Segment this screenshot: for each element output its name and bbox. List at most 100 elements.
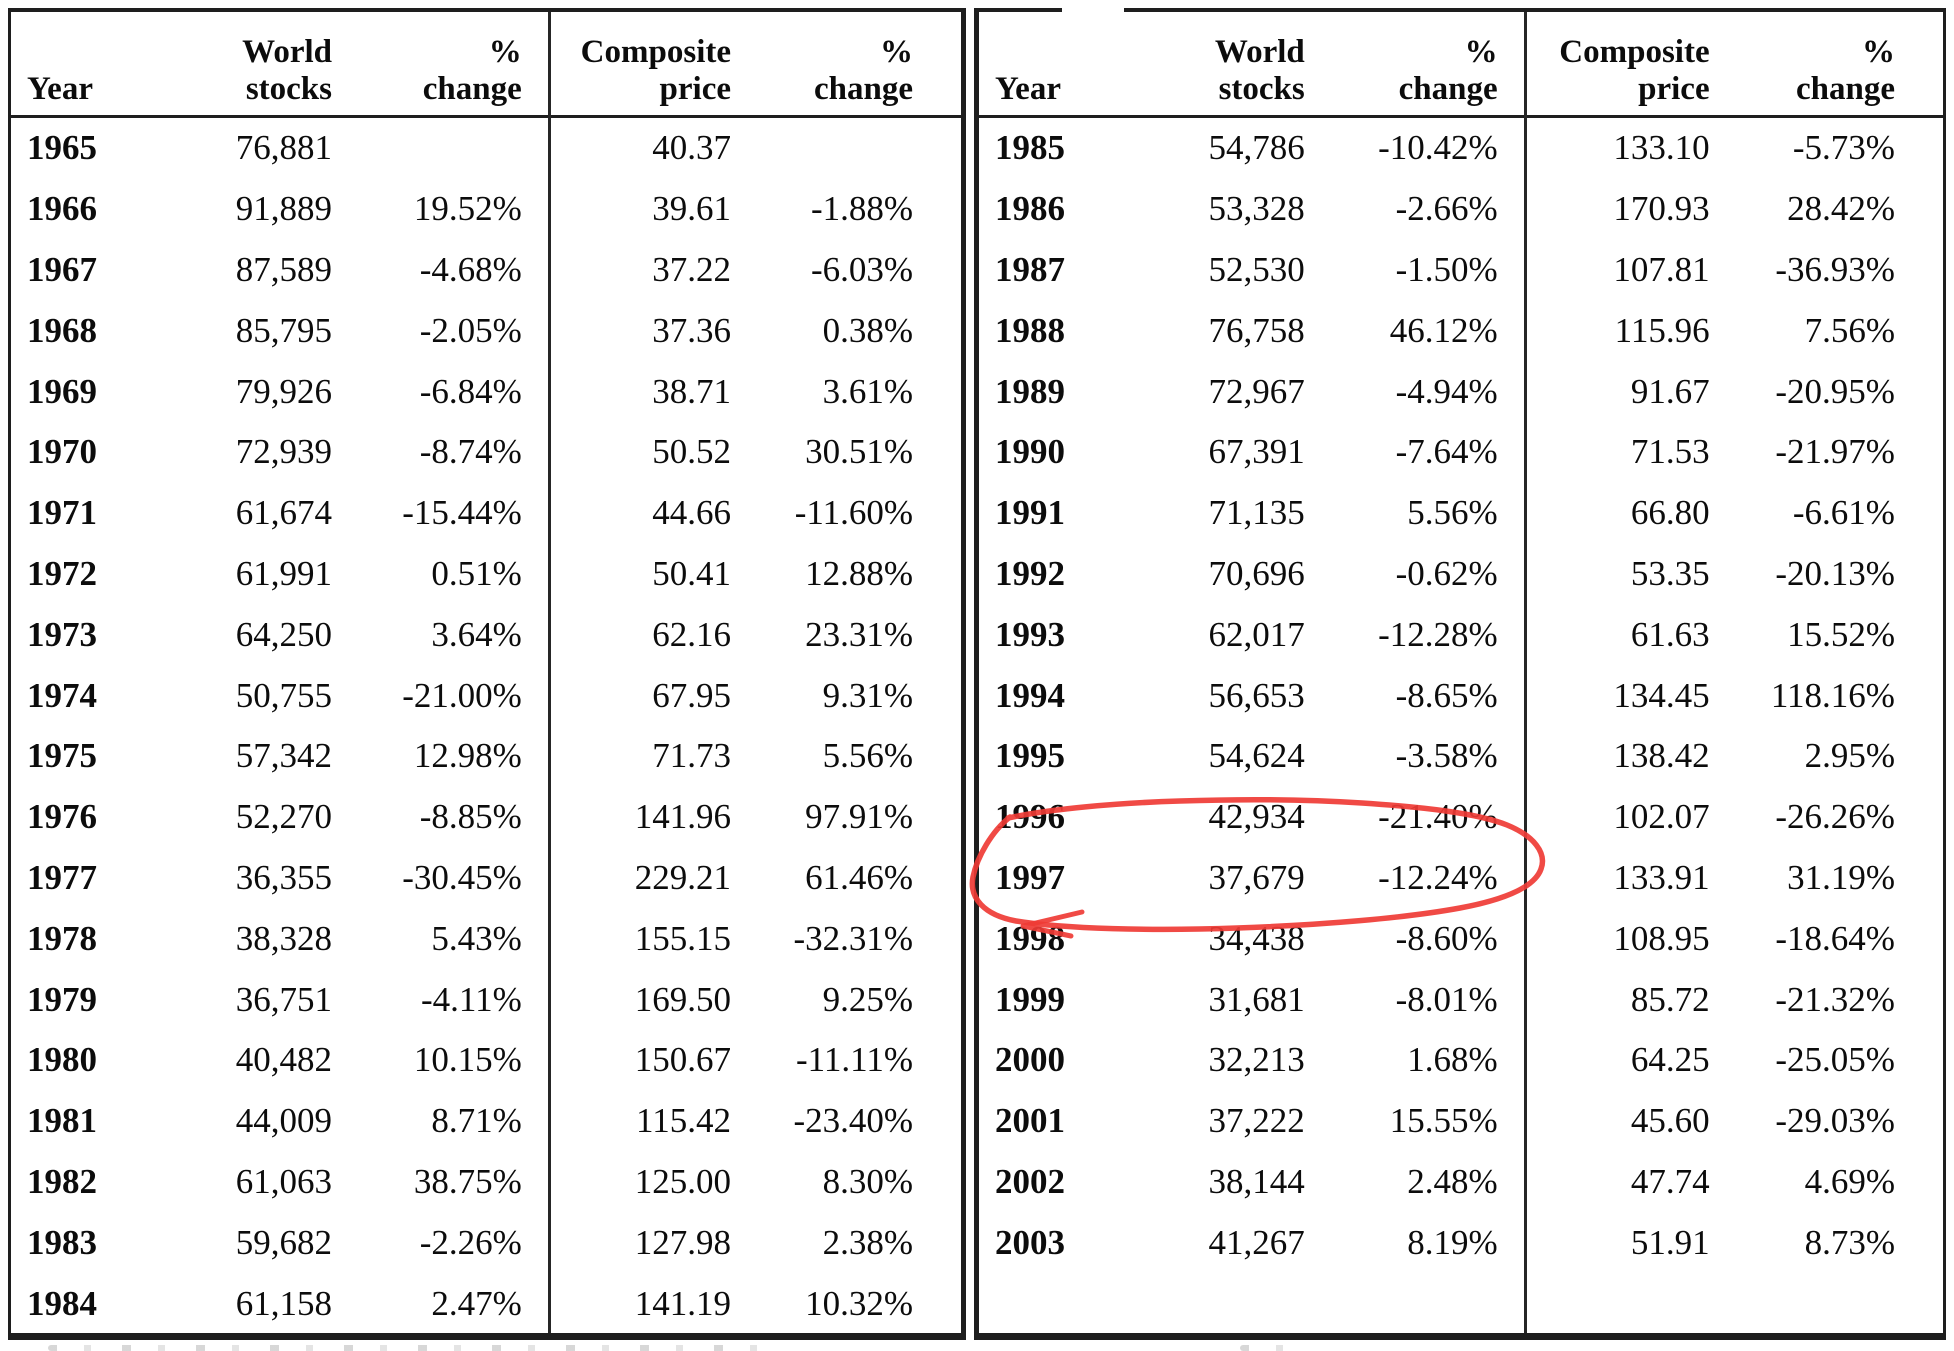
composite-pct-change-cell: -6.03% (810, 249, 913, 289)
composite-pct-change-cell: 97.91% (805, 797, 913, 837)
table-row: 1985 54,786 -10.42% 133.10 -5.73% (979, 118, 1943, 179)
composite-price-cell: 133.10 (1613, 128, 1710, 168)
right-table-body: 1985 54,786 -10.42% 133.10 -5.73% 1986 53,328 -… (979, 118, 1943, 1333)
pct-change-cell: -2.66% (1395, 189, 1498, 229)
table-row: 1977 36,355 -30.45% 229.21 61.46% (11, 848, 961, 909)
world-stocks-cell: 31,681 (1208, 979, 1305, 1019)
year-cell: 2002 (995, 1161, 1065, 1201)
composite-price-cell: 47.74 (1630, 1161, 1710, 1201)
year-cell: 1965 (27, 128, 97, 168)
composite-price-cell: 67.95 (652, 675, 731, 715)
world-stocks-cell: 79,926 (235, 371, 332, 411)
composite-price-cell: 170.93 (1613, 189, 1710, 229)
pct-change-cell: 5.43% (431, 918, 522, 958)
composite-price-cell: 45.60 (1630, 1101, 1710, 1141)
table-row: 1993 62,017 -12.28% 61.63 15.52% (979, 604, 1943, 665)
year-cell: 1967 (27, 249, 97, 289)
year-cell: 1998 (995, 918, 1065, 958)
pct-change-cell: 2.48% (1407, 1161, 1498, 1201)
composite-price-cell: 125.00 (634, 1161, 731, 1201)
world-stocks-cell: 53,328 (1208, 189, 1305, 229)
year-cell: 1976 (27, 797, 97, 837)
pct-change-cell: -4.68% (419, 249, 522, 289)
pct-change-cell: -8.85% (419, 797, 522, 837)
world-stocks-cell: 85,795 (235, 310, 332, 350)
pct-change-cell: -12.28% (1378, 614, 1498, 654)
table-row: 1965 76,881 40.37 (11, 118, 961, 179)
table-row: 1969 79,926 -6.84% 38.71 3.61% (11, 361, 961, 422)
world-stocks-cell: 37,679 (1208, 857, 1305, 897)
pct-change-cell: -12.24% (1378, 857, 1498, 897)
year-cell: 2003 (995, 1222, 1065, 1262)
world-stocks-cell: 56,653 (1208, 675, 1305, 715)
table-row: 1988 76,758 46.12% 115.96 7.56% (979, 300, 1943, 361)
world-stocks-header: World stocks (242, 34, 332, 108)
year-cell: 1971 (27, 493, 97, 533)
table-row: 1992 70,696 -0.62% 53.35 -20.13% (979, 544, 1943, 605)
world-stocks-cell: 76,758 (1208, 310, 1305, 350)
composite-price-header: Composite price (580, 34, 731, 108)
year-cell: 1980 (27, 1040, 97, 1080)
world-stocks-cell: 62,017 (1208, 614, 1305, 654)
world-stocks-cell: 67,391 (1208, 432, 1305, 472)
pct-change-cell: -4.94% (1395, 371, 1498, 411)
pct-change-cell: -10.42% (1378, 128, 1498, 168)
pct-change-cell: 8.19% (1407, 1222, 1498, 1262)
composite-pct-change-cell: 0.38% (822, 310, 913, 350)
composite-pct-change-cell: 61.46% (805, 857, 913, 897)
pct-change-cell: 1.68% (1407, 1040, 1498, 1080)
composite-price-cell: 62.16 (652, 614, 731, 654)
composite-price-cell: 141.19 (634, 1283, 731, 1323)
pct-change-cell: -2.26% (419, 1222, 522, 1262)
composite-price-cell: 138.42 (1613, 736, 1710, 776)
table-row: 1970 72,939 -8.74% 50.52 30.51% (11, 422, 961, 483)
column-divider-line (547, 12, 551, 1333)
composite-price-cell: 71.73 (652, 736, 731, 776)
pct-change-cell: -15.44% (402, 493, 522, 533)
composite-pct-change-cell: -1.88% (810, 189, 913, 229)
composite-pct-change-cell: -20.13% (1775, 553, 1895, 593)
table-row: 2001 37,222 15.55% 45.60 -29.03% (979, 1091, 1943, 1152)
composite-pct-change-cell: -11.60% (794, 493, 913, 533)
composite-price-cell: 50.41 (652, 553, 731, 593)
composite-pct-change-cell: 8.73% (1804, 1222, 1895, 1262)
year-cell: 1988 (995, 310, 1065, 350)
header-separator-line (979, 115, 1943, 118)
right-table-header-row: Year World stocks % change Composite price % cha… (979, 12, 1943, 115)
composite-pct-change-cell: -21.97% (1775, 432, 1895, 472)
pct-change-cell: 8.71% (431, 1101, 522, 1141)
year-cell: 1974 (27, 675, 97, 715)
world-stocks-cell: 37,222 (1208, 1101, 1305, 1141)
year-header: Year (27, 71, 93, 108)
world-stocks-cell: 71,135 (1208, 493, 1305, 533)
table-row: 1999 31,681 -8.01% 85.72 -21.32% (979, 969, 1943, 1030)
composite-price-cell: 133.91 (1613, 857, 1710, 897)
world-stocks-cell: 64,250 (235, 614, 332, 654)
composite-price-cell: 71.53 (1630, 432, 1710, 472)
world-stocks-cell: 52,270 (235, 797, 332, 837)
year-cell: 1991 (995, 493, 1065, 533)
composite-price-cell: 115.96 (1614, 310, 1710, 350)
world-stocks-cell: 41,267 (1208, 1222, 1305, 1262)
right-table-1985-2003: Year World stocks % change Composite price % cha… (974, 8, 1946, 1340)
composite-price-cell: 229.21 (634, 857, 731, 897)
composite-pct-change-cell: 12.88% (805, 553, 913, 593)
pct-change-cell: -21.40% (1378, 797, 1498, 837)
composite-pct-change-cell: -26.26% (1775, 797, 1895, 837)
world-stocks-cell: 72,939 (235, 432, 332, 472)
table-row: 1986 53,328 -2.66% 170.93 28.42% (979, 179, 1943, 240)
table-row: 1987 52,530 -1.50% 107.81 -36.93% (979, 240, 1943, 301)
composite-price-cell: 85.72 (1630, 979, 1710, 1019)
year-cell: 1978 (27, 918, 97, 958)
world-stocks-cell: 76,881 (235, 128, 332, 168)
table-row: 1989 72,967 -4.94% 91.67 -20.95% (979, 361, 1943, 422)
world-stocks-cell: 54,624 (1208, 736, 1305, 776)
composite-pct-change-cell: 4.69% (1804, 1161, 1895, 1201)
composite-price-cell: 115.42 (636, 1101, 731, 1141)
composite-pct-change-cell: 5.56% (822, 736, 913, 776)
pct-change-cell: 0.51% (431, 553, 522, 593)
composite-price-cell: 127.98 (634, 1222, 731, 1262)
table-row: 1967 87,589 -4.68% 37.22 -6.03% (11, 240, 961, 301)
table-row: 1998 34,438 -8.60% 108.95 -18.64% (979, 908, 1943, 969)
world-stocks-cell: 32,213 (1208, 1040, 1305, 1080)
